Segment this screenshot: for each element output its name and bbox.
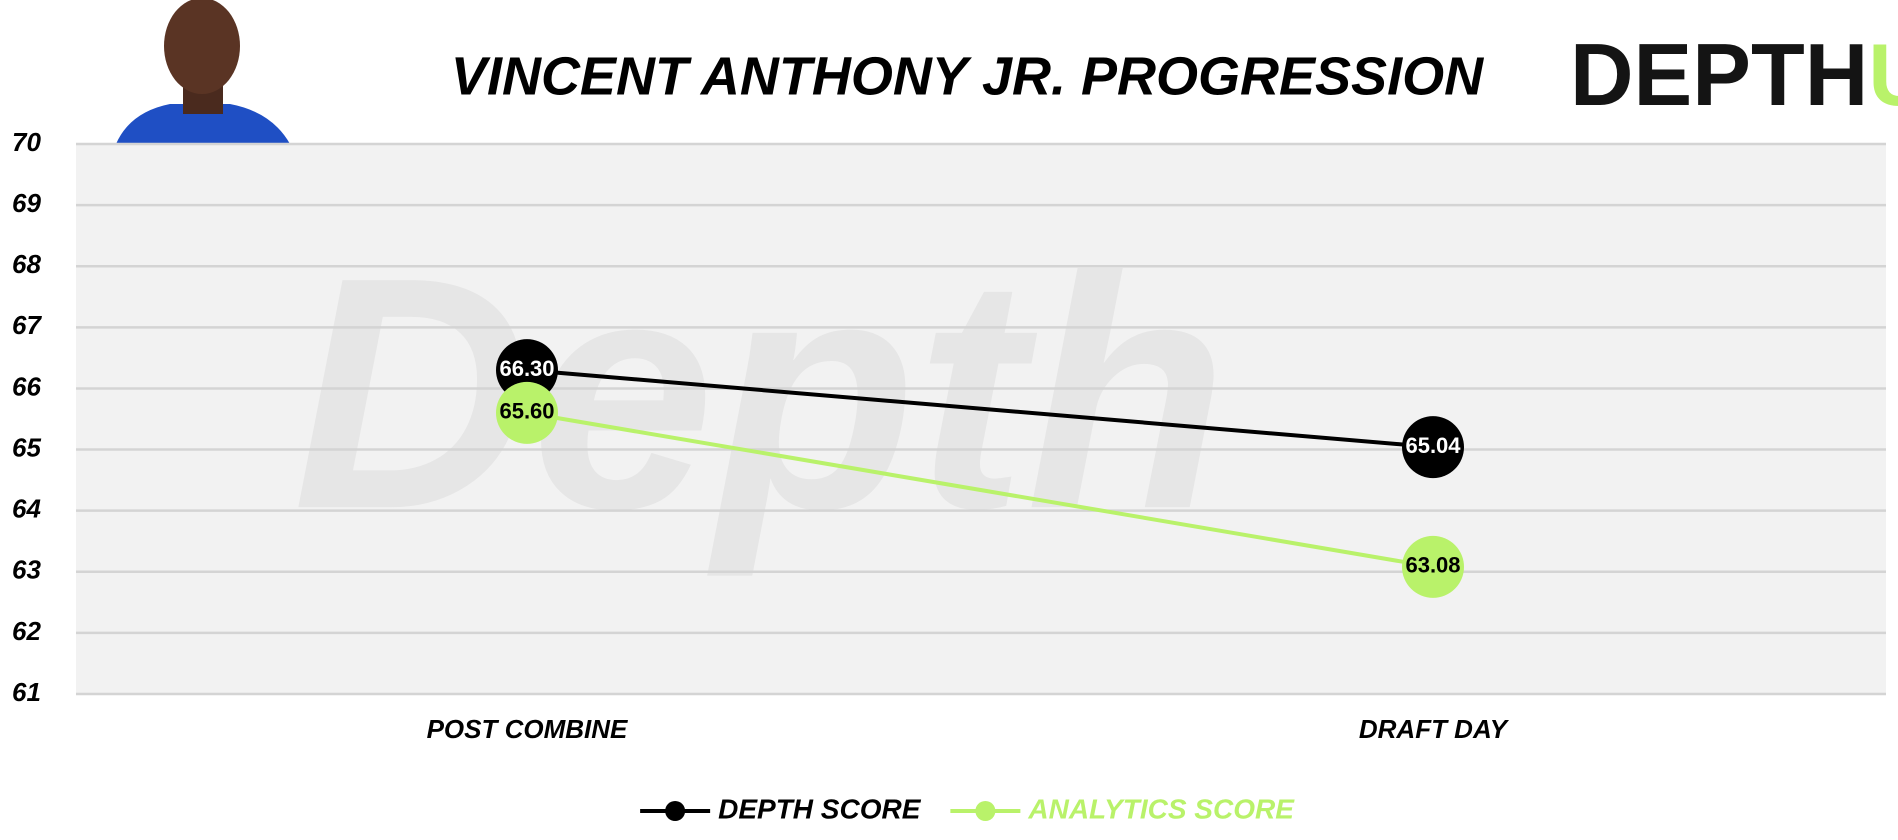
data-label: 63.08 <box>1405 553 1460 578</box>
chart-title: VINCENT ANTHONY JR. PROGRESSION <box>451 46 1484 106</box>
y-tick-label: 70 <box>12 127 41 157</box>
legend-label: DEPTH SCORE <box>718 793 922 824</box>
data-label: 66.30 <box>499 356 554 381</box>
series-line <box>526 410 1434 569</box>
x-tick-label: DRAFT DAY <box>1359 714 1510 744</box>
data-label: 65.04 <box>1405 433 1461 458</box>
logo-text: DEPTH <box>1570 25 1868 124</box>
data-label: 65.60 <box>499 399 554 424</box>
plot-background <box>76 144 1886 694</box>
watermark: Depth <box>293 208 1228 579</box>
x-tick-label: POST COMBINE <box>427 714 628 744</box>
data-point <box>1402 416 1464 479</box>
y-tick-label: 64 <box>12 494 41 524</box>
series-line <box>526 368 1434 450</box>
y-tick-label: 63 <box>12 555 41 585</box>
legend-item: ANALYTICS SCORE <box>950 793 1295 824</box>
y-tick-label: 65 <box>12 432 41 462</box>
y-tick-label: 61 <box>12 677 41 707</box>
y-tick-label: 67 <box>12 310 42 340</box>
data-point <box>496 381 558 444</box>
data-point <box>496 339 558 402</box>
data-point <box>1402 535 1464 598</box>
logo: DEPTHU <box>1570 25 1898 124</box>
legend-marker <box>975 801 996 821</box>
y-tick-label: 68 <box>12 249 41 279</box>
legend-label: ANALYTICS SCORE <box>1027 793 1295 824</box>
legend-item: DEPTH SCORE <box>640 793 922 824</box>
y-tick-label: 62 <box>12 616 41 646</box>
y-tick-label: 66 <box>12 371 41 401</box>
player-photo <box>116 0 290 144</box>
legend: DEPTH SCORE ANALYTICS SCORE <box>640 793 1295 824</box>
y-tick-label: 69 <box>12 188 41 218</box>
legend-marker <box>665 801 686 821</box>
logo-accent: U <box>1868 25 1898 124</box>
